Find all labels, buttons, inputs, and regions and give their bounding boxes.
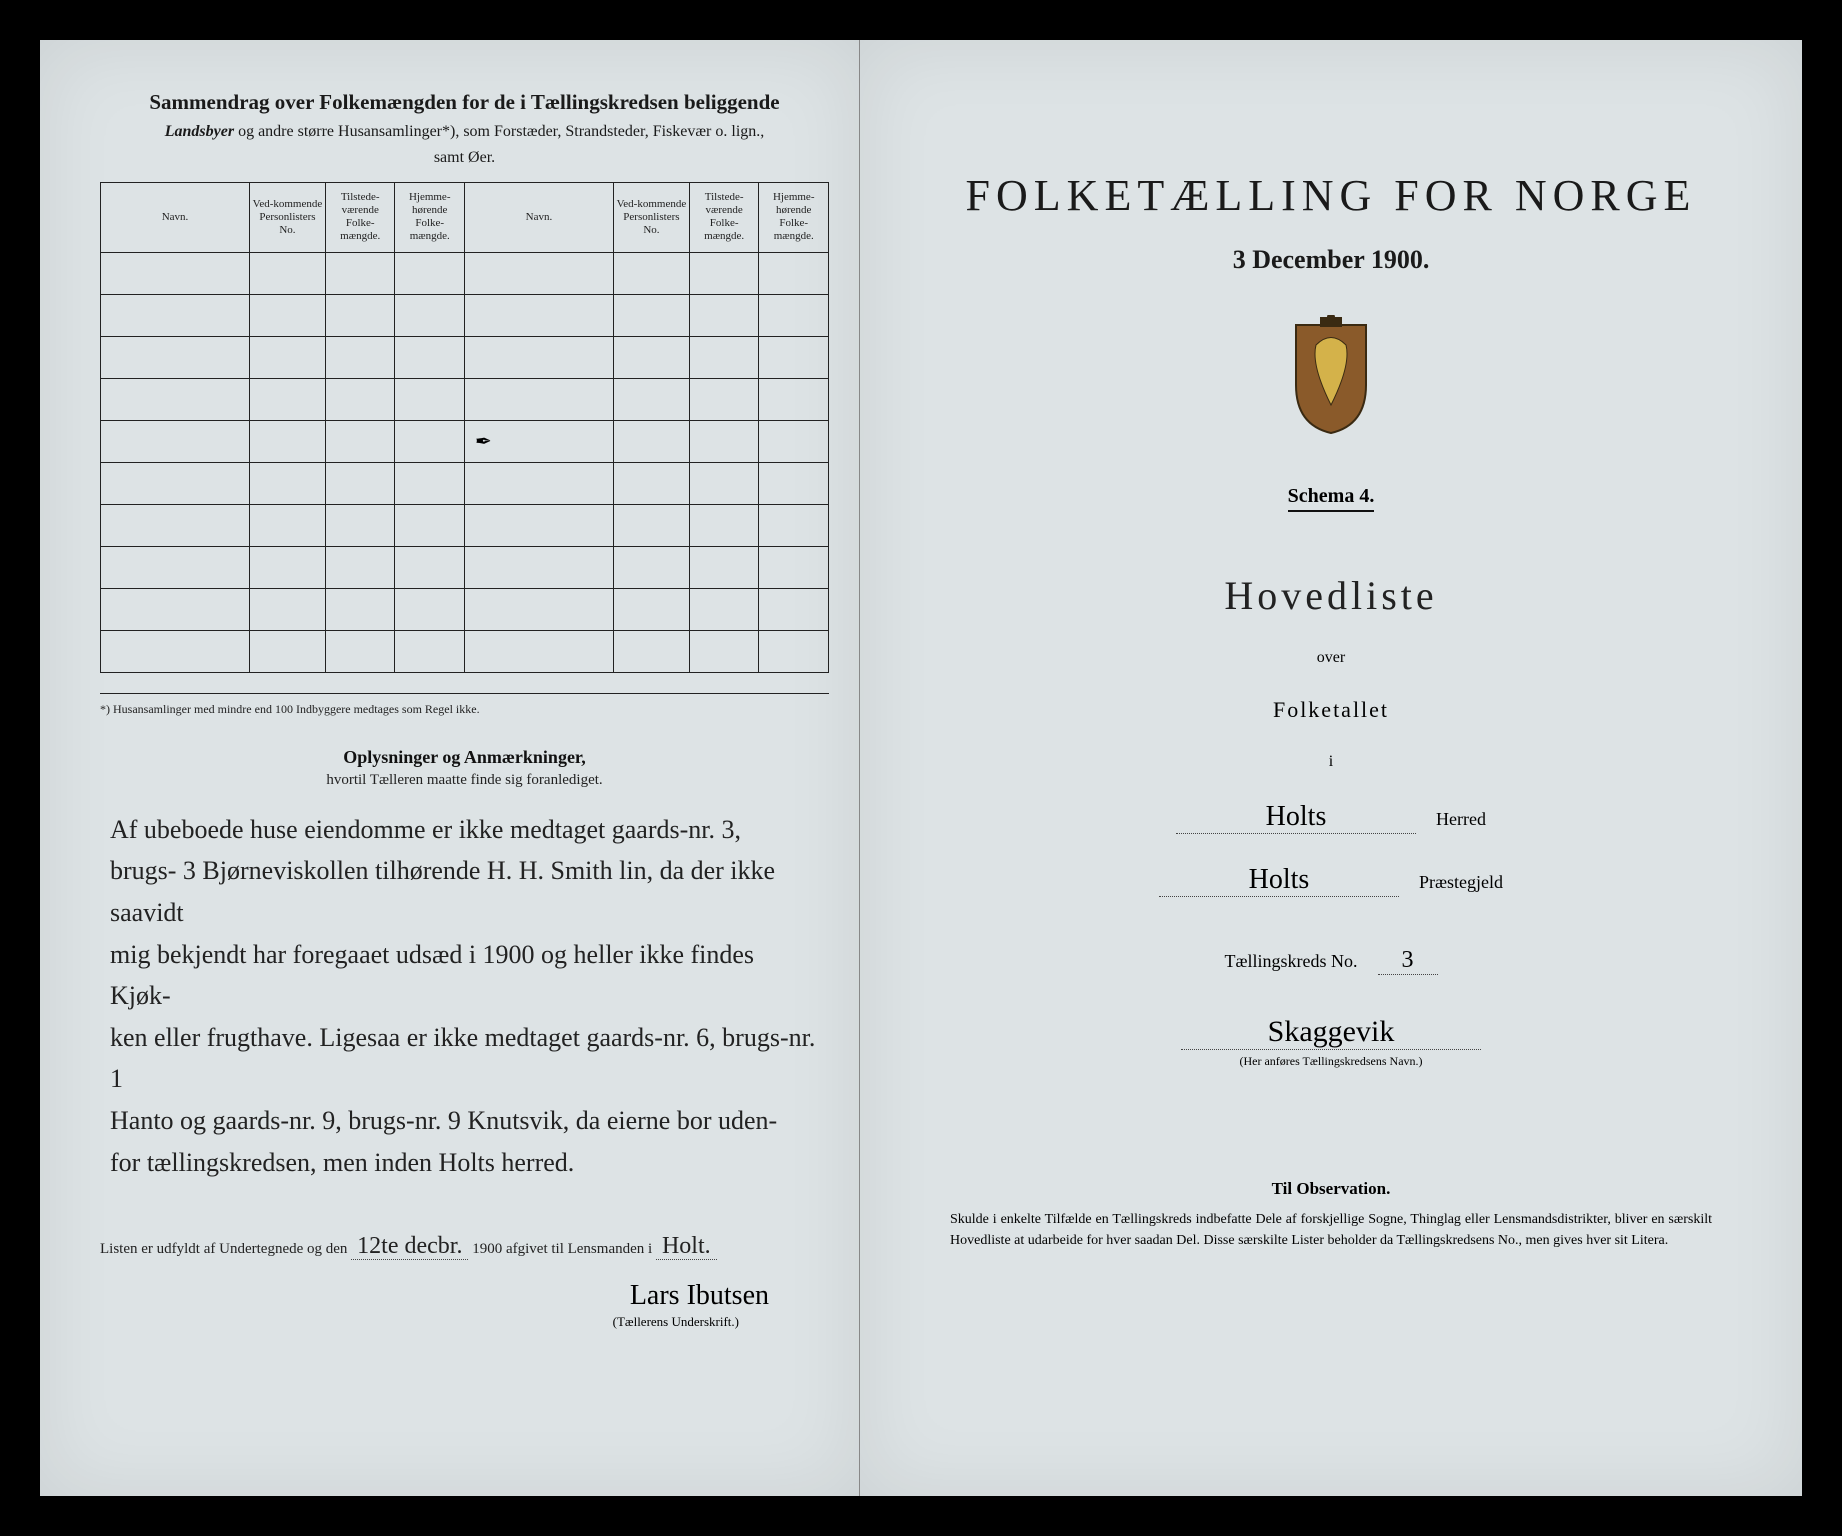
table-body: ✒ <box>101 252 829 672</box>
table-row <box>101 588 829 630</box>
kreds-name: Skaggevik <box>1181 1015 1481 1050</box>
table-row <box>101 378 829 420</box>
handwriting-line: for tællingskredsen, men inden Holts her… <box>110 1142 819 1184</box>
col-navn-1: Navn. <box>101 182 250 252</box>
col-personlister-1: Ved-kommende Personlisters No. <box>249 182 325 252</box>
folketallet-label: Folketallet <box>930 697 1732 723</box>
table-row <box>101 252 829 294</box>
footnote: *) Husansamlinger med mindre end 100 Ind… <box>100 693 829 717</box>
sign-prefix: Listen er udfyldt af Undertegnede og den <box>100 1241 351 1257</box>
left-subheading-emph: Landsbyer <box>165 123 234 140</box>
observation-body: Skulde i enkelte Tilfælde en Tællingskre… <box>930 1209 1732 1251</box>
handwriting-line: brugs- 3 Bjørneviskollen tilhørende H. H… <box>110 850 819 933</box>
hovedliste-heading: Hovedliste <box>930 572 1732 619</box>
signature-label: (Tællerens Underskrift.) <box>100 1314 829 1330</box>
kreds-no-label: Tællingskreds No. <box>1225 951 1358 972</box>
table-row <box>101 462 829 504</box>
schema-label: Schema 4. <box>1288 485 1375 512</box>
sign-place: Holt. <box>656 1233 717 1260</box>
left-subheading-2: samt Øer. <box>100 147 829 169</box>
table-row <box>101 294 829 336</box>
handwriting-line: ken eller frugthave. Ligesaa er ikke med… <box>110 1017 819 1100</box>
kreds-no-row: Tællingskreds No. 3 <box>930 947 1732 975</box>
col-navn-2: Navn. <box>464 182 613 252</box>
table-row: ✒ <box>101 420 829 462</box>
praestegjeld-row: Holts Præstegjeld <box>930 864 1732 897</box>
signature: Lars Ibutsen <box>100 1280 829 1312</box>
observation-heading: Til Observation. <box>930 1179 1732 1199</box>
col-hjemme-1: Hjemme-hørende Folke-mængde. <box>395 182 465 252</box>
table-row <box>101 504 829 546</box>
herred-value: Holts <box>1176 801 1416 834</box>
left-heading: Sammendrag over Folkemængden for de i Tæ… <box>100 90 829 115</box>
col-hjemme-2: Hjemme-hørende Folke-mængde. <box>759 182 829 252</box>
praestegjeld-value: Holts <box>1159 864 1399 897</box>
col-tilstede-1: Tilstede-værende Folke-mængde. <box>325 182 395 252</box>
table-header-row: Navn. Ved-kommende Personlisters No. Til… <box>101 182 829 252</box>
page-left: Sammendrag over Folkemængden for de i Tæ… <box>40 40 860 1496</box>
sign-year: 1900 afgivet til Lensmanden i <box>472 1241 656 1257</box>
left-subheading-1: Landsbyer og andre større Husansamlinger… <box>100 121 829 143</box>
handwriting-line: Af ubeboede huse eiendomme er ikke medta… <box>110 809 819 851</box>
coat-of-arms-icon <box>1286 315 1376 435</box>
col-personlister-2: Ved-kommende Personlisters No. <box>613 182 689 252</box>
kreds-note: (Her anføres Tællingskredsens Navn.) <box>930 1054 1732 1069</box>
oplysninger-heading: Oplysninger og Anmærkninger, <box>100 747 829 768</box>
handwriting-line: Hanto og gaards-nr. 9, brugs-nr. 9 Knuts… <box>110 1100 819 1142</box>
herred-label: Herred <box>1436 809 1486 830</box>
left-subheading-rest: og andre større Husansamlinger*), som Fo… <box>234 123 764 140</box>
sign-date: 12te decbr. <box>351 1233 468 1260</box>
handwritten-notes: Af ubeboede huse eiendomme er ikke medta… <box>100 809 829 1183</box>
col-tilstede-2: Tilstede-værende Folke-mængde. <box>689 182 759 252</box>
herred-row: Holts Herred <box>930 801 1732 834</box>
table-row <box>101 546 829 588</box>
kreds-no-value: 3 <box>1378 947 1438 975</box>
table-row <box>101 336 829 378</box>
census-date: 3 December 1900. <box>930 245 1732 275</box>
praestegjeld-label: Præstegjeld <box>1419 872 1503 893</box>
page-right: FOLKETÆLLING FOR NORGE 3 December 1900. … <box>860 40 1802 1496</box>
summary-table: Navn. Ved-kommende Personlisters No. Til… <box>100 182 829 673</box>
census-title: FOLKETÆLLING FOR NORGE <box>930 170 1732 221</box>
handwriting-line: mig bekjendt har foregaaet udsæd i 1900 … <box>110 934 819 1017</box>
table-row <box>101 630 829 672</box>
signature-line: Listen er udfyldt af Undertegnede og den… <box>100 1233 829 1260</box>
document-spread: Sammendrag over Folkemængden for de i Tæ… <box>40 40 1802 1496</box>
over-label: over <box>930 649 1732 667</box>
oplysninger-sub: hvortil Tælleren maatte finde sig foranl… <box>100 772 829 789</box>
i-label: i <box>930 753 1732 771</box>
